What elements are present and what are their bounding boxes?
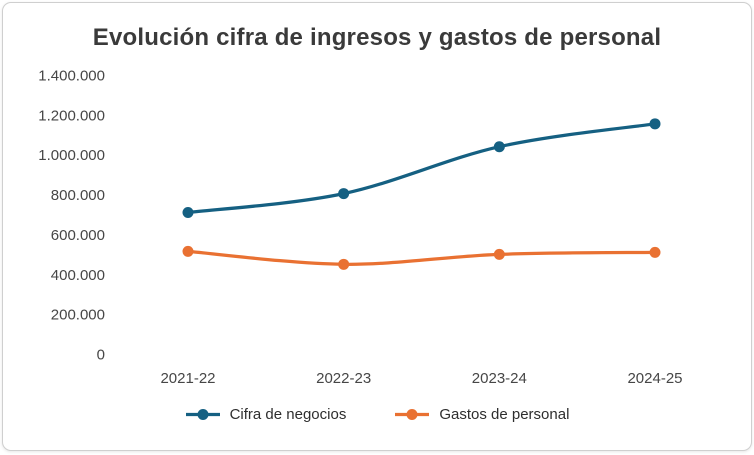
y-tick-label: 400.000: [51, 267, 105, 284]
data-point-marker: [338, 258, 350, 270]
data-point-marker: [182, 245, 194, 257]
y-tick-label: 600.000: [51, 227, 105, 244]
data-point-marker: [649, 118, 661, 130]
data-point-marker: [493, 141, 505, 153]
x-tick-label: 2023-24: [472, 370, 527, 387]
data-point-marker: [182, 207, 194, 219]
data-point-marker: [338, 188, 350, 200]
data-point-marker: [493, 248, 505, 260]
legend-label: Gastos de personal: [439, 406, 570, 423]
y-tick-label: 1.400.000: [38, 68, 105, 85]
line-chart-plot: 0 200.000 400.000 600.000 800.000 1.000.000 1.…: [38, 68, 682, 388]
series-line: [186, 249, 657, 266]
data-point-marker: [649, 246, 661, 258]
chart-title: Evolución cifra de ingresos y gastos de …: [92, 24, 662, 51]
x-tick-label: 2022-23: [316, 370, 371, 387]
y-tick-label: 200.000: [51, 307, 105, 324]
series-line: [186, 122, 657, 215]
legend-line-marker-icon: [395, 409, 430, 420]
legend-line-marker-icon: [185, 409, 220, 420]
x-tick-label: 2024-25: [627, 370, 682, 387]
y-tick-label: 1.000.000: [38, 147, 105, 164]
legend-label: Cifra de negocios: [229, 406, 347, 423]
legend: Cifra de negocios Gastos de personal: [3, 406, 751, 423]
x-tick-label: 2021-22: [160, 370, 215, 387]
legend-item: Cifra de negocios: [185, 406, 347, 423]
y-tick-label: 1.200.000: [38, 107, 105, 124]
y-tick-label: 800.000: [51, 187, 105, 204]
legend-item: Gastos de personal: [394, 406, 569, 423]
y-tick-label: 0: [97, 347, 105, 364]
